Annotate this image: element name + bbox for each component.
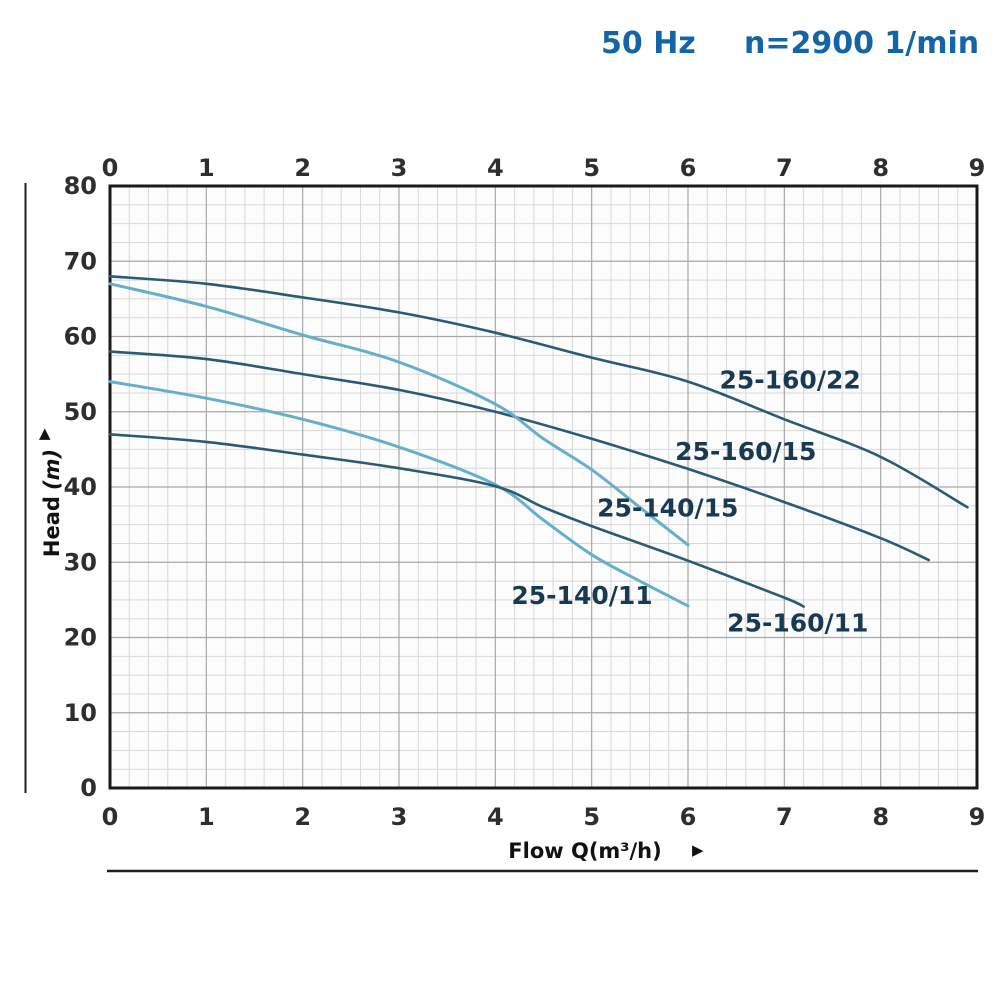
x-axis-title: Flow Q(m³/h) [508,839,662,863]
curve-label-25-160/15: 25-160/15 [675,437,816,466]
y-tick-label: 20 [64,624,97,652]
x-tick-label-bottom: 0 [102,803,119,831]
x-tick-label-top: 0 [102,154,119,182]
x-tick-label-top: 5 [583,154,600,182]
frequency-label: 50 Hz [601,26,696,61]
x-tick-label-bottom: 9 [969,803,986,831]
y-tick-label: 70 [64,247,97,275]
flow-axis-arrow-icon: ▶ [692,841,704,859]
x-tick-label-top: 6 [680,154,697,182]
x-tick-label-top: 8 [872,154,889,182]
y-axis-title: Head (m) [40,403,64,603]
y-tick-label: 50 [64,398,97,426]
y-tick-label: 10 [64,699,97,727]
x-tick-label-top: 3 [391,154,408,182]
y-tick-label: 0 [80,774,97,802]
curve-25-160/11 [108,433,805,608]
y-tick-label: 30 [64,548,97,576]
x-tick-label-bottom: 6 [680,803,697,831]
curve-label-25-140/11: 25-140/11 [511,581,652,610]
x-tick-label-top: 1 [198,154,215,182]
x-tick-label-bottom: 5 [583,803,600,831]
curve-label-25-160/11: 25-160/11 [727,609,868,638]
y-axis-title-unit: (m) [40,448,64,491]
curve-label-25-140/15: 25-140/15 [597,494,738,523]
x-tick-label-top: 9 [969,154,986,182]
speed-label: n=2900 1/min [744,26,980,61]
y-tick-label: 40 [64,473,97,501]
x-tick-label-top: 2 [294,154,311,182]
x-tick-label-bottom: 3 [391,803,408,831]
x-tick-label-top: 4 [487,154,504,182]
x-tick-label-bottom: 4 [487,803,504,831]
x-tick-label-top: 7 [776,154,793,182]
x-tick-label-bottom: 2 [294,803,311,831]
y-axis-title-main: Head [40,496,64,558]
x-tick-label-bottom: 1 [198,803,215,831]
x-tick-label-bottom: 8 [872,803,889,831]
y-tick-label: 80 [64,172,97,200]
curve-25-160/15 [108,350,931,562]
curve-25-140/15 [108,282,690,547]
y-tick-label: 60 [64,323,97,351]
curve-25-160/22 [108,275,969,509]
plot-border [108,184,979,790]
curve-label-25-160/22: 25-160/22 [719,366,860,395]
head-axis-arrow-icon: ▲ [39,424,51,442]
x-tick-label-bottom: 7 [776,803,793,831]
curve-25-140/11 [108,380,690,608]
